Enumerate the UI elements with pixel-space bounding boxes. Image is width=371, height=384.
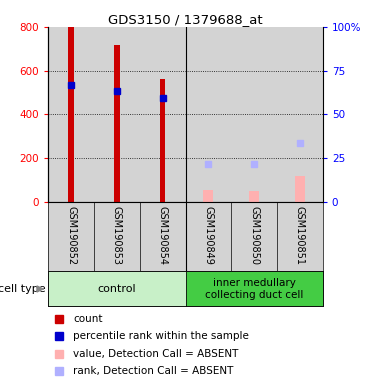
Bar: [140, 27, 186, 202]
Text: control: control: [98, 284, 136, 294]
Bar: [68, 27, 74, 202]
Bar: [231, 27, 277, 202]
Text: inner medullary
collecting duct cell: inner medullary collecting duct cell: [205, 278, 303, 300]
Title: GDS3150 / 1379688_at: GDS3150 / 1379688_at: [108, 13, 263, 26]
Bar: [48, 27, 94, 202]
Bar: [94, 27, 140, 202]
Text: GSM190853: GSM190853: [112, 207, 122, 265]
Bar: [160, 79, 165, 202]
Bar: [186, 27, 231, 202]
Text: count: count: [73, 314, 102, 324]
Bar: [295, 177, 305, 202]
Bar: [186, 271, 323, 306]
Bar: [249, 191, 259, 202]
Bar: [277, 27, 323, 202]
Text: value, Detection Call = ABSENT: value, Detection Call = ABSENT: [73, 349, 238, 359]
Bar: [203, 190, 213, 202]
Bar: [48, 271, 186, 306]
Text: GSM190851: GSM190851: [295, 207, 305, 265]
Bar: [114, 45, 119, 202]
Text: GSM190849: GSM190849: [203, 207, 213, 265]
Text: cell type: cell type: [0, 284, 46, 294]
Text: GSM190854: GSM190854: [158, 207, 168, 265]
Text: percentile rank within the sample: percentile rank within the sample: [73, 331, 249, 341]
Text: rank, Detection Call = ABSENT: rank, Detection Call = ABSENT: [73, 366, 233, 376]
Text: GSM190852: GSM190852: [66, 207, 76, 266]
Text: GSM190850: GSM190850: [249, 207, 259, 265]
